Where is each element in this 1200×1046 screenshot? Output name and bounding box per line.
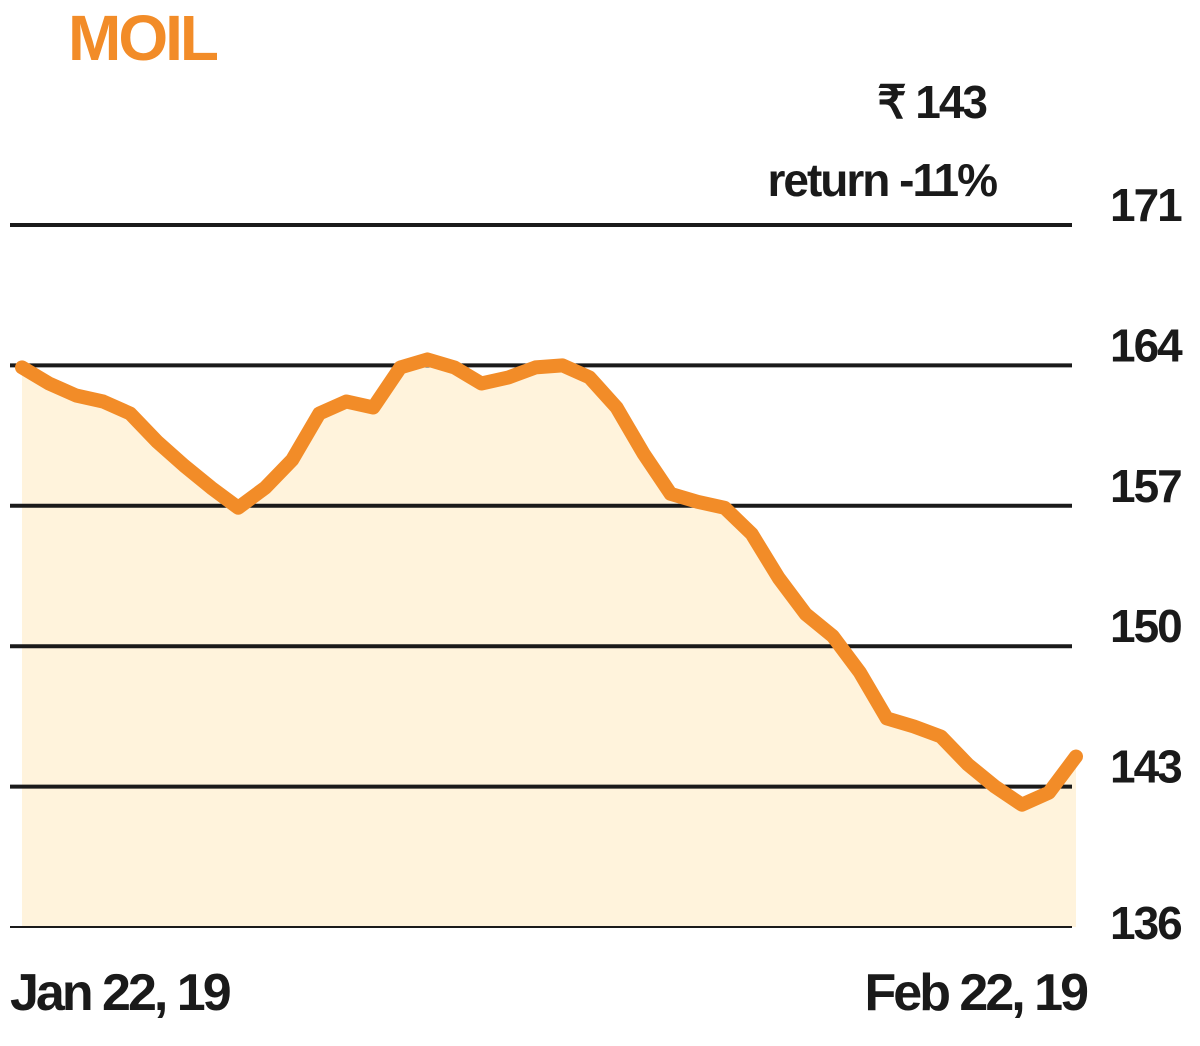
y-tick-label-136: 136 (1110, 897, 1181, 949)
chart-title: MOIL (68, 2, 218, 74)
price-line (15, 352, 1083, 812)
y-axis-ticks: 171 164 157 150 143 136 (1110, 179, 1185, 949)
price-line-layer (15, 352, 1083, 812)
x-axis-end-label: Feb 22, 19 (865, 964, 1088, 1022)
price-annotation: ₹ 143 (877, 76, 986, 128)
plot-area (22, 359, 1076, 927)
price-area-fill (22, 359, 1076, 927)
y-tick-label-150: 150 (1110, 600, 1181, 652)
y-tick-label-143: 143 (1110, 741, 1181, 793)
gridlines (10, 223, 1072, 928)
y-tick-label-171: 171 (1110, 179, 1182, 231)
x-axis-start-label: Jan 22, 19 (10, 964, 230, 1022)
return-annotation: return -11% (767, 154, 997, 206)
y-tick-label-164: 164 (1110, 319, 1183, 371)
y-tick-label-157: 157 (1110, 460, 1181, 512)
